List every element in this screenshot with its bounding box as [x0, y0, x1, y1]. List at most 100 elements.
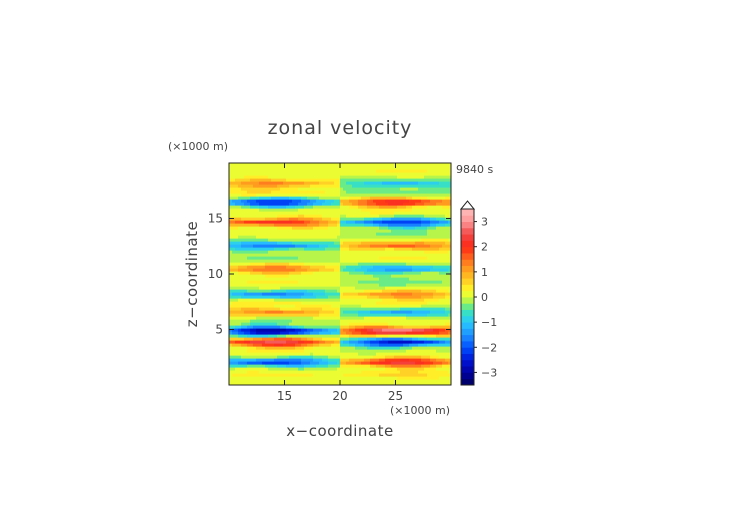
contour-cell [298, 304, 302, 308]
contour-cell [370, 196, 374, 200]
contour-cell [268, 310, 272, 314]
contour-cell [373, 370, 377, 374]
contour-cell [361, 328, 365, 332]
contour-cell [370, 247, 374, 251]
contour-cell [334, 223, 338, 227]
contour-cell [427, 202, 431, 206]
contour-cell [334, 292, 338, 296]
contour-cell [370, 262, 374, 266]
contour-cell [409, 355, 413, 359]
contour-cell [370, 304, 374, 308]
contour-cell [262, 322, 266, 326]
contour-cell [328, 199, 332, 203]
contour-cell [280, 379, 284, 383]
contour-cell [262, 214, 266, 218]
contour-cell [409, 226, 413, 230]
contour-cell [337, 235, 341, 239]
contour-cell [235, 289, 239, 293]
contour-cell [319, 172, 323, 176]
contour-cell [313, 289, 317, 293]
contour-cell [397, 172, 401, 176]
contour-cell [412, 178, 416, 182]
contour-cell [262, 235, 266, 239]
contour-cell [364, 373, 368, 377]
contour-cell [241, 214, 245, 218]
contour-cell [373, 169, 377, 173]
contour-cell [409, 217, 413, 221]
contour-cell [403, 274, 407, 278]
contour-cell [415, 166, 419, 170]
contour-cell [418, 361, 422, 365]
contour-cell [382, 349, 386, 353]
contour-cell [304, 316, 308, 320]
contour-cell [289, 205, 293, 209]
contour-cell [298, 346, 302, 350]
contour-cell [268, 241, 272, 245]
contour-cell [253, 172, 257, 176]
contour-cell [403, 265, 407, 269]
contour-cell [400, 184, 404, 188]
contour-cell [358, 244, 362, 248]
contour-cell [376, 355, 380, 359]
contour-cell [394, 226, 398, 230]
contour-cell [406, 166, 410, 170]
contour-cell [391, 325, 395, 329]
contour-cell [358, 268, 362, 272]
contour-cell [415, 277, 419, 281]
contour-cell [397, 292, 401, 296]
contour-cell [406, 292, 410, 296]
contour-cell [415, 229, 419, 233]
contour-cell [373, 274, 377, 278]
contour-cell [331, 202, 335, 206]
contour-cell [397, 367, 401, 371]
contour-cell [343, 244, 347, 248]
contour-cell [298, 259, 302, 263]
contour-cell [343, 310, 347, 314]
contour-cell [229, 301, 233, 305]
contour-cell [403, 376, 407, 380]
contour-cell [271, 253, 275, 257]
contour-cell [334, 295, 338, 299]
contour-cell [283, 217, 287, 221]
contour-cell [430, 307, 434, 311]
contour-cell [319, 355, 323, 359]
contour-cell [337, 238, 341, 242]
contour-cell [430, 322, 434, 326]
contour-cell [376, 367, 380, 371]
contour-cell [376, 253, 380, 257]
contour-cell [355, 208, 359, 212]
contour-cell [247, 292, 251, 296]
contour-cell [322, 196, 326, 200]
contour-cell [400, 163, 404, 167]
contour-cell [403, 235, 407, 239]
contour-cell [367, 238, 371, 242]
contour-cell [241, 208, 245, 212]
contour-cell [340, 349, 344, 353]
contour-cell [274, 325, 278, 329]
contour-cell [364, 175, 368, 179]
contour-cell [244, 289, 248, 293]
contour-cell [355, 346, 359, 350]
contour-cell [238, 328, 242, 332]
contour-cell [361, 358, 365, 362]
contour-cell [403, 358, 407, 362]
contour-cell [346, 250, 350, 254]
contour-cell [361, 169, 365, 173]
contour-cell [382, 238, 386, 242]
contour-cell [235, 352, 239, 356]
contour-cell [295, 280, 299, 284]
contour-cell [370, 364, 374, 368]
contour-cell [235, 214, 239, 218]
contour-cell [247, 313, 251, 317]
contour-cell [229, 274, 233, 278]
contour-cell [280, 376, 284, 380]
contour-cell [298, 256, 302, 260]
contour-cell [283, 340, 287, 344]
contour-cell [337, 364, 341, 368]
contour-cell [268, 274, 272, 278]
contour-cell [310, 175, 314, 179]
contour-cell [277, 325, 281, 329]
contour-cell [328, 346, 332, 350]
contour-cell [358, 343, 362, 347]
contour-cell [319, 235, 323, 239]
